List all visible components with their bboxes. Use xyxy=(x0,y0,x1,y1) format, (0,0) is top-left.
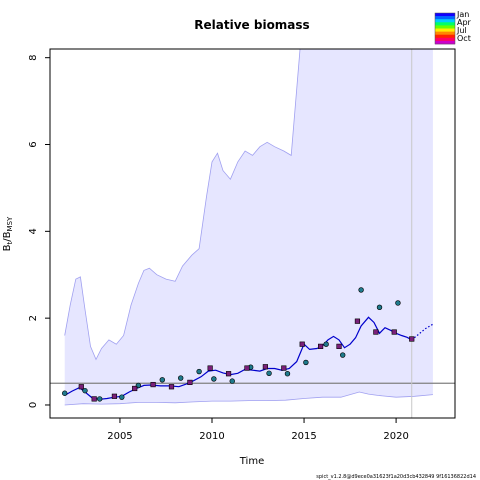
ci-lower-line xyxy=(64,391,433,406)
observation-point-square xyxy=(336,343,342,349)
x-tick-label: 2015 xyxy=(291,431,316,442)
observation-point-circle xyxy=(82,387,88,394)
observation-point-square xyxy=(409,336,415,342)
observation-point-square xyxy=(187,379,193,386)
observation-point-square xyxy=(207,365,213,371)
observation-point-square xyxy=(262,364,268,370)
confidence-band xyxy=(64,49,433,405)
observation-point-circle xyxy=(395,300,401,306)
x-tick-label: 2020 xyxy=(383,431,408,442)
observation-point-circle xyxy=(211,376,217,382)
observation-point-square xyxy=(281,365,287,371)
observation-point-square xyxy=(354,318,361,324)
y-tick-label: 8 xyxy=(28,54,39,60)
y-tick-label: 4 xyxy=(28,228,39,234)
observation-point-square xyxy=(391,329,397,335)
observation-point-circle xyxy=(196,368,202,375)
y-tick-label: 2 xyxy=(28,315,39,321)
observation-point-square xyxy=(244,365,250,371)
observation-point-square xyxy=(225,371,232,377)
observation-point-square xyxy=(91,396,97,402)
x-tick-label: 2005 xyxy=(107,431,132,442)
legend-color-swatch xyxy=(435,34,455,39)
legend-color-swatch xyxy=(435,37,455,42)
observation-point-circle xyxy=(376,304,383,310)
observation-point-square xyxy=(132,385,138,392)
observation-point-square xyxy=(373,329,379,335)
observation-point-square xyxy=(111,393,118,399)
observation-point-circle xyxy=(62,390,68,396)
legend-border xyxy=(434,12,456,45)
observation-point-circle xyxy=(340,352,346,358)
observation-point-circle xyxy=(284,371,291,377)
observation-point-circle xyxy=(97,396,103,402)
observation-point-square xyxy=(150,381,156,388)
footer-version: spict_v1.2.8@d9ece0a31623f1a20d3cb432849… xyxy=(316,474,476,480)
ci-upper-line xyxy=(64,49,301,361)
x-tick-label: 2010 xyxy=(199,431,224,442)
plot-area xyxy=(50,49,455,418)
biomass-line xyxy=(64,316,412,400)
forecast-line xyxy=(411,323,434,341)
observation-point-circle xyxy=(178,375,184,381)
legend-color-swatch xyxy=(435,22,455,26)
observation-point-circle xyxy=(303,359,309,366)
legend-color-swatch xyxy=(435,19,455,23)
observation-point-square xyxy=(168,384,175,390)
y-tick-label: 6 xyxy=(28,141,39,147)
observation-point-circle xyxy=(119,394,125,400)
observation-point-circle xyxy=(229,378,235,384)
observation-point-square xyxy=(299,341,305,347)
y-tick-label: 0 xyxy=(28,402,39,408)
x-axis-title: Time xyxy=(239,456,264,467)
legend-label: Apr xyxy=(457,18,472,27)
observation-point-circle xyxy=(266,370,272,376)
observation-point-circle xyxy=(323,341,329,347)
legend-label: Jul xyxy=(456,26,467,35)
y-axis-title: Bt/BMSY xyxy=(2,216,14,251)
legend-color-swatch xyxy=(435,25,455,29)
legend-color-swatch xyxy=(435,31,455,35)
legend-label: Oct xyxy=(457,34,471,43)
legend-label: Jan xyxy=(456,10,469,19)
legend-color-swatch xyxy=(435,28,455,32)
legend-color-swatch xyxy=(435,16,455,20)
observation-point-square xyxy=(78,384,84,390)
plot-border xyxy=(49,48,456,419)
observation-point-square xyxy=(318,343,324,349)
legend-color-swatch xyxy=(435,40,455,45)
observation-point-circle xyxy=(159,377,165,383)
axes: 2005 2010 2015 2020 0 2 4 6 8 xyxy=(28,54,409,442)
chart-title: Relative biomass xyxy=(194,18,309,32)
observation-point-circle xyxy=(358,287,364,293)
legend-color-swatch xyxy=(435,13,455,17)
